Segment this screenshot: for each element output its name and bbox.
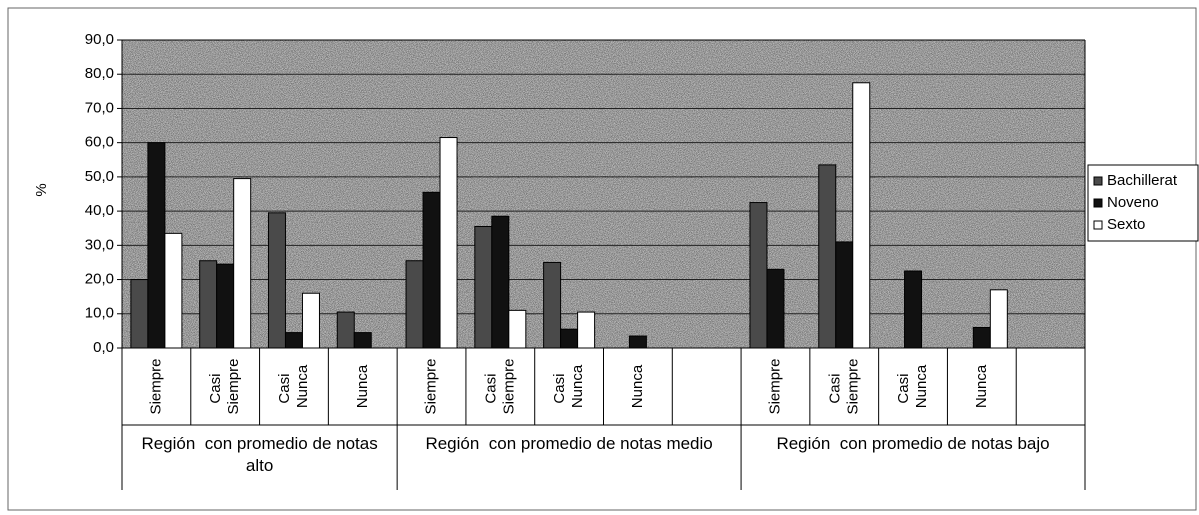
bar (353, 332, 372, 349)
y-tick-label: 50,0 (85, 168, 114, 185)
legend-label: Sexto (1107, 216, 1145, 233)
y-tick-label: 70,0 (85, 99, 114, 116)
x-tick-label-line: Siempre (844, 359, 861, 415)
x-tick-label-line: Nunca (354, 364, 371, 408)
legend-swatch (1093, 220, 1103, 230)
y-tick-label: 30,0 (85, 236, 114, 253)
x-tick-label-line: Casi (207, 369, 224, 403)
x-tick-label: Siempre (423, 359, 440, 415)
bar (577, 311, 596, 349)
x-tick-label-line: Casi (276, 369, 293, 403)
y-tick-label: 20,0 (85, 271, 114, 288)
bar (628, 335, 647, 349)
x-tick-label-line: Casi (895, 369, 912, 403)
chart-frame (7, 7, 1197, 511)
x-tick-label-line: Siempre (766, 359, 783, 415)
x-tick-label-line: Siempre (423, 359, 440, 415)
group-label: Región con promedio de notas medio (425, 434, 713, 453)
x-tick-label: Siempre (147, 359, 164, 415)
group-label-box: Región con promedio de notas medio (425, 434, 713, 453)
bar (301, 292, 320, 349)
legend-label: Bachillerat (1107, 172, 1178, 189)
bar (336, 311, 355, 349)
bar (560, 328, 579, 349)
group-label-box: Región con promedio de notas bajo (776, 434, 1050, 453)
bar (972, 326, 991, 349)
x-tick-label-line: Casi (826, 369, 843, 403)
x-tick-label: Casi Siempre (207, 359, 242, 415)
y-tick-label: 0,0 (93, 339, 114, 356)
x-tick-label-line: Nunca (629, 364, 646, 408)
y-tick-label: 80,0 (85, 65, 114, 82)
group-label: Región con promedio de notas bajo (776, 434, 1050, 453)
bar (422, 191, 441, 349)
legend-label: Noveno (1107, 194, 1159, 211)
bar (199, 260, 218, 349)
y-tick-label: 90,0 (85, 31, 114, 48)
bar (439, 137, 458, 349)
x-tick-label-line: Siempre (500, 359, 517, 415)
x-tick-label: Casi Siempre (826, 359, 861, 415)
x-tick-label-line: Nunca (913, 364, 930, 408)
x-tick-label: Casi Nunca (276, 364, 311, 408)
y-tick-label: 40,0 (85, 202, 114, 219)
x-tick-label-line: Casi (551, 369, 568, 403)
group-label: Región con promedio de notas alto (141, 434, 383, 475)
x-tick-label-line: Casi (482, 369, 499, 403)
bar (508, 309, 527, 349)
x-tick-label-line: Siempre (147, 359, 164, 415)
x-tick-label: Siempre (766, 359, 783, 415)
x-tick-label-line: Siempre (225, 359, 242, 415)
bar (904, 270, 923, 349)
bar (989, 289, 1008, 349)
bar (216, 263, 235, 349)
bar (267, 212, 286, 349)
bar (766, 268, 785, 349)
x-tick-label: Nunca (629, 364, 646, 408)
bar (284, 332, 303, 349)
x-tick-label: Nunca (354, 364, 371, 408)
y-axis-label: % (33, 183, 50, 196)
x-tick-label-line: Nunca (294, 364, 311, 408)
legend-swatch (1093, 176, 1103, 186)
bar (852, 82, 871, 349)
x-tick-label: Casi Nunca (895, 364, 930, 408)
y-tick-label: 60,0 (85, 134, 114, 151)
x-tick-label: Nunca (973, 364, 990, 408)
x-tick-label: Casi Nunca (551, 364, 586, 408)
bar (164, 232, 183, 349)
x-tick-label: Casi Siempre (482, 359, 517, 415)
bar (749, 202, 768, 349)
y-tick-label: 10,0 (85, 305, 114, 322)
x-tick-label-line: Nunca (973, 364, 990, 408)
bar (818, 164, 837, 349)
group-label-box: Región con promedio de notas alto (141, 434, 383, 475)
bar (835, 241, 854, 349)
bar (130, 279, 149, 349)
plot-grain (122, 40, 1085, 348)
bar (491, 215, 510, 349)
legend-box (1087, 164, 1199, 242)
bar (233, 178, 252, 349)
bar (147, 142, 166, 349)
x-tick-label-line: Nunca (569, 364, 586, 408)
legend-swatch (1093, 198, 1103, 208)
bar (474, 226, 493, 349)
bar (543, 261, 562, 349)
bar (405, 260, 424, 349)
